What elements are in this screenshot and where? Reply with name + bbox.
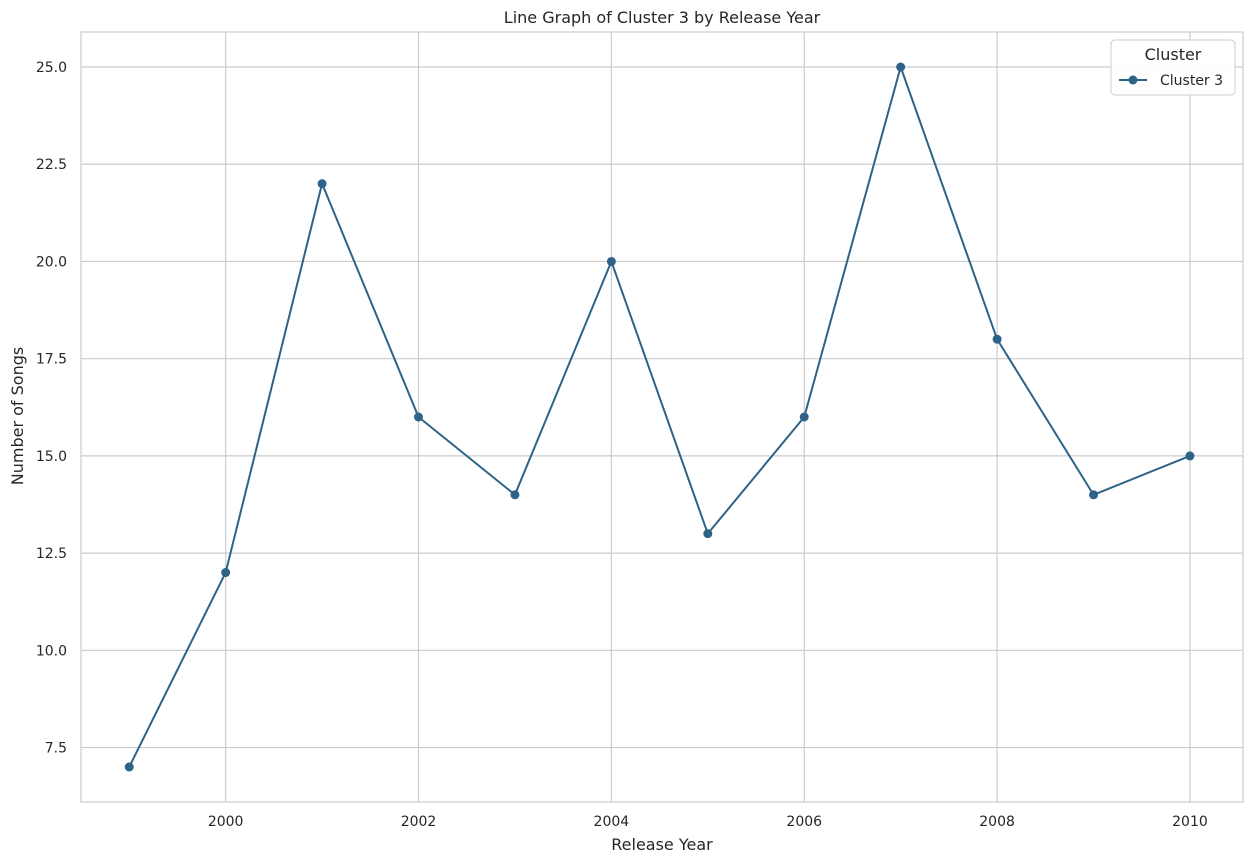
x-tick-label: 2010 <box>1172 814 1208 830</box>
data-point <box>124 762 134 772</box>
y-tick-label: 15.0 <box>36 449 67 465</box>
x-axis-label: Release Year <box>611 835 713 854</box>
y-axis-label: Number of Songs <box>8 347 27 485</box>
legend-title: Cluster <box>1145 45 1202 64</box>
legend-entry-label: Cluster 3 <box>1160 73 1223 89</box>
data-point <box>1089 490 1099 500</box>
legend-box <box>1110 39 1236 96</box>
y-axis-ticks: 7.5 10.0 12.5 15.0 17.5 20.0 22.5 25.0 <box>36 60 67 757</box>
legend-marker-swatch <box>1128 75 1138 85</box>
data-point <box>1185 451 1195 461</box>
y-tick-label: 10.0 <box>36 643 67 659</box>
x-tick-label: 2008 <box>979 814 1015 830</box>
plot-frame <box>80 31 1244 803</box>
data-point <box>799 412 809 422</box>
data-point <box>414 412 424 422</box>
x-tick-label: 2006 <box>786 814 822 830</box>
data-point <box>221 568 231 578</box>
data-point <box>992 334 1002 344</box>
y-tick-label: 25.0 <box>36 60 67 76</box>
data-point <box>510 490 520 500</box>
grid <box>81 32 1243 802</box>
y-tick-label: 22.5 <box>36 157 67 173</box>
data-point <box>606 256 616 266</box>
data-point <box>896 62 906 72</box>
y-tick-label: 12.5 <box>36 546 67 562</box>
x-axis-ticks: 2000 2002 2004 2006 2008 2010 <box>208 814 1208 830</box>
chart-title: Line Graph of Cluster 3 by Release Year <box>504 8 821 27</box>
x-tick-label: 2004 <box>594 814 630 830</box>
series-layer <box>124 62 1195 772</box>
y-tick-label: 17.5 <box>36 352 67 368</box>
series-line <box>128 66 1191 768</box>
data-point <box>703 529 713 539</box>
x-tick-label: 2002 <box>401 814 437 830</box>
y-tick-label: 20.0 <box>36 254 67 270</box>
y-tick-label: 7.5 <box>45 741 67 757</box>
x-tick-label: 2000 <box>208 814 244 830</box>
legend: Cluster Cluster 3 <box>1110 39 1236 96</box>
data-point <box>317 179 327 189</box>
